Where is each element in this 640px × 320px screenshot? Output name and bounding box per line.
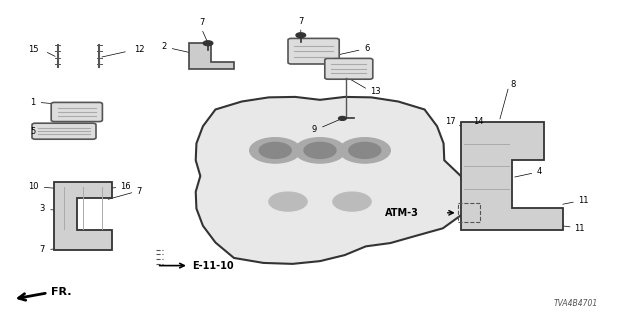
Text: 2: 2 [161,42,166,51]
Text: 12: 12 [134,45,145,54]
Text: 16: 16 [120,182,131,191]
Text: ATM-3: ATM-3 [385,208,419,218]
Circle shape [294,138,346,163]
Text: 5: 5 [30,127,35,136]
Circle shape [333,192,371,211]
Circle shape [349,142,381,158]
Text: 6: 6 [365,44,370,52]
Circle shape [339,138,390,163]
Circle shape [259,142,291,158]
Circle shape [296,33,306,38]
Circle shape [304,142,336,158]
FancyBboxPatch shape [288,38,339,64]
Circle shape [250,138,301,163]
Text: 3: 3 [40,204,45,213]
Circle shape [204,41,212,46]
Text: 15: 15 [28,45,38,54]
Text: TVA4B4701: TVA4B4701 [554,300,598,308]
FancyBboxPatch shape [51,102,102,122]
Polygon shape [196,97,465,264]
Text: 7: 7 [40,245,45,254]
Text: 13: 13 [370,87,381,96]
Text: E-11-10: E-11-10 [192,260,234,271]
Circle shape [269,192,307,211]
Text: 1: 1 [30,98,35,107]
Text: 14: 14 [474,117,484,126]
Text: 7: 7 [298,17,303,26]
Text: 7: 7 [136,187,141,196]
Text: FR.: FR. [51,287,72,297]
Text: 10: 10 [28,182,38,191]
Polygon shape [461,122,563,230]
Text: 4: 4 [536,167,541,176]
Polygon shape [54,182,112,250]
Text: 9: 9 [312,125,317,134]
FancyBboxPatch shape [325,59,372,79]
Polygon shape [189,43,234,69]
Text: 11: 11 [578,196,588,205]
Circle shape [339,116,346,120]
FancyBboxPatch shape [32,123,96,139]
Text: 11: 11 [574,224,584,233]
Text: 8: 8 [510,80,515,89]
Text: 17: 17 [445,117,456,126]
Text: 7: 7 [199,18,204,27]
